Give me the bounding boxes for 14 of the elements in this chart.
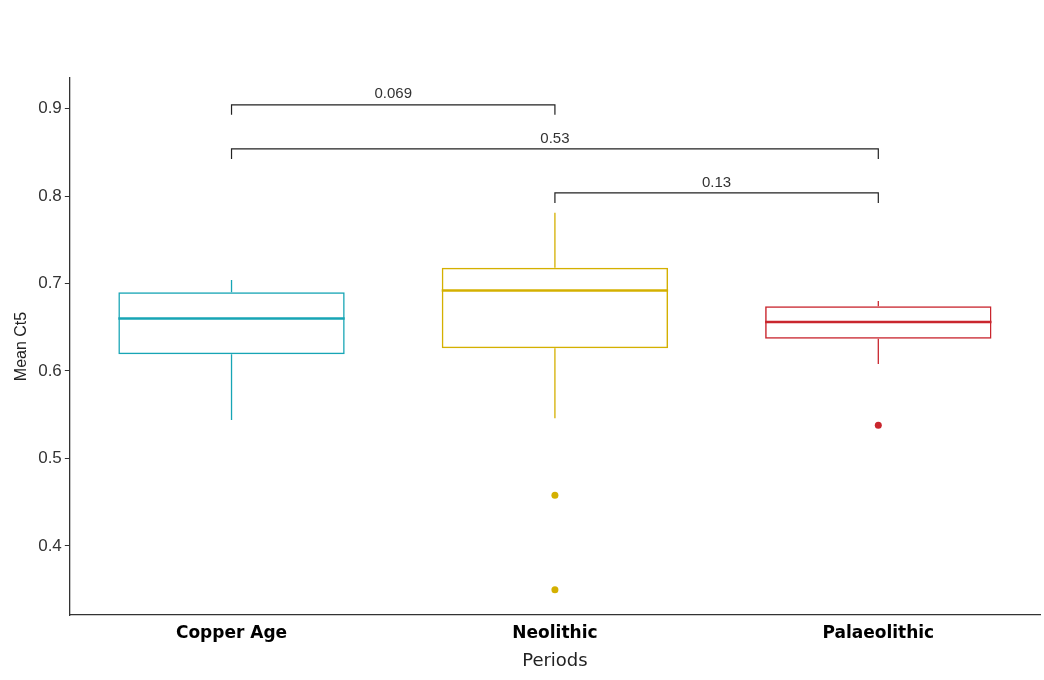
y-tick-label: 0.6 bbox=[38, 360, 62, 380]
x-axis-title: Periods bbox=[522, 648, 588, 670]
y-tick-label: 0.9 bbox=[38, 98, 62, 118]
x-tick-label: Palaeolithic bbox=[822, 621, 935, 642]
y-tick-label: 0.8 bbox=[38, 185, 62, 205]
y-tick-label: 0.7 bbox=[38, 273, 62, 293]
annotation: 0.13 bbox=[702, 172, 732, 190]
y-axis-title: Mean Ct5 bbox=[12, 311, 30, 382]
x-tick-label: Copper Age bbox=[175, 621, 288, 642]
annotation: 0.53 bbox=[540, 128, 570, 146]
annotation: 0.069 bbox=[374, 84, 412, 102]
y-tick-label: 0.4 bbox=[38, 535, 62, 555]
y-tick-label: 0.5 bbox=[38, 448, 62, 468]
x-tick-label: Neolithic bbox=[512, 621, 598, 642]
